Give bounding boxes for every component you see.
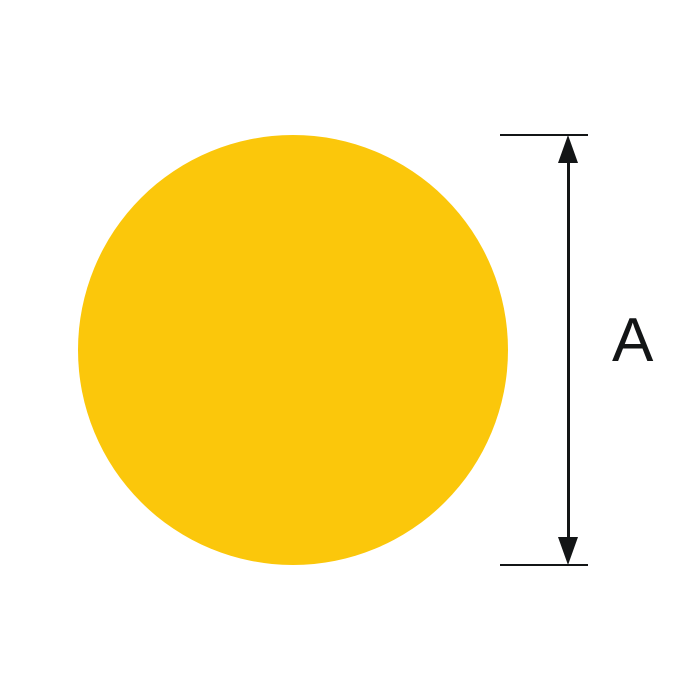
dimension-shaft xyxy=(567,155,570,545)
circle-shape xyxy=(78,135,508,565)
dimension-arrow-down-icon xyxy=(558,537,578,565)
dimension-arrow-up-icon xyxy=(558,135,578,163)
dimension-label: A xyxy=(612,310,653,372)
diagram-canvas: A xyxy=(0,0,700,700)
